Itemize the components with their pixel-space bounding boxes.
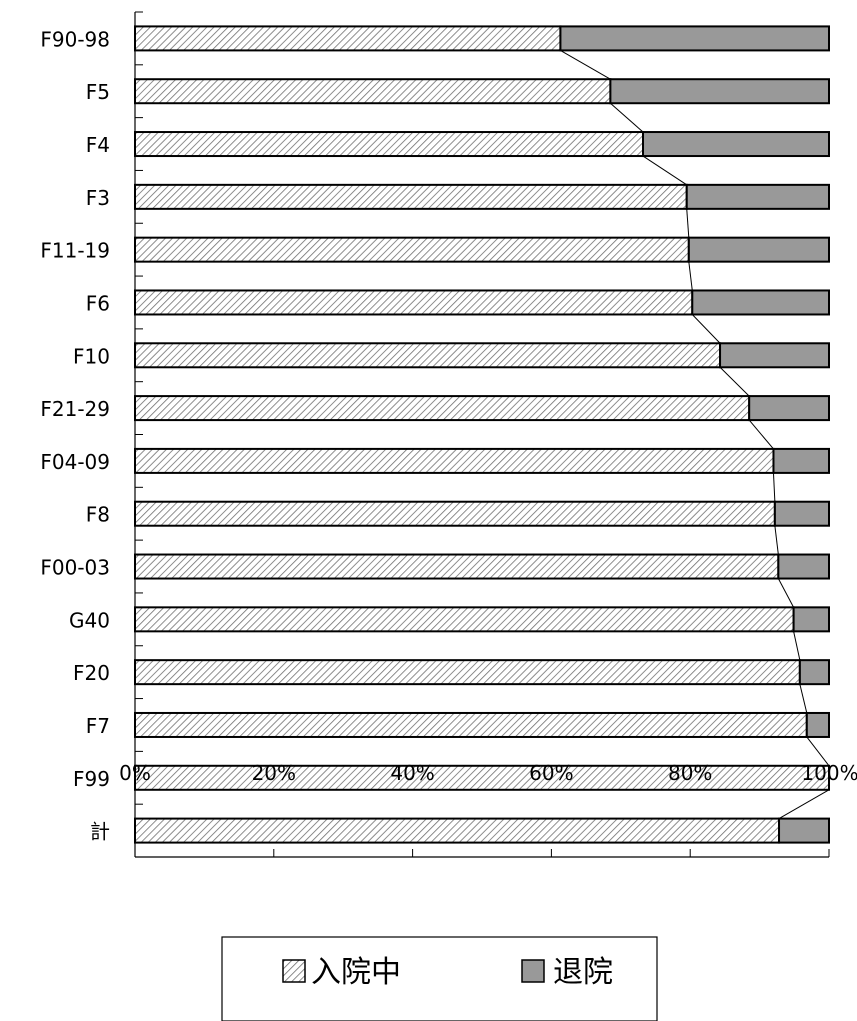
series-connector-line <box>777 578 795 608</box>
bar-segment-series-1 <box>134 711 808 738</box>
series-connector-line <box>610 102 644 133</box>
series-connector-line <box>772 472 776 502</box>
category-label: F21-29 <box>40 397 110 421</box>
category-label: G40 <box>69 608 110 632</box>
category-labels: F90-98 F5 F4 F3 F11-19 F6 F10 F21-29 F04-09 F8 F00… <box>40 27 110 843</box>
category-label: F3 <box>86 186 110 210</box>
x-tick-label: 80% <box>668 761 712 785</box>
series-connector-line <box>560 49 611 80</box>
bar-segment-series-2 <box>748 395 830 422</box>
bar-segment-series-1 <box>134 500 776 527</box>
bar-segment-series-1 <box>134 395 751 422</box>
legend-label-series-2: 退院 <box>553 955 613 990</box>
category-label: F6 <box>86 291 110 315</box>
bar-segment-series-2 <box>778 817 830 844</box>
bar-segment-series-1 <box>134 447 775 474</box>
bar-segment-series-1 <box>134 817 781 844</box>
series-connector-line <box>642 155 688 186</box>
bar-segment-series-2 <box>642 131 830 158</box>
bar-segment-series-1 <box>134 342 722 369</box>
series-connector-line <box>806 736 830 767</box>
series-connector-line <box>778 789 830 820</box>
bar-segment-series-1 <box>134 131 645 158</box>
x-tick-label: 0% <box>119 761 151 785</box>
category-label: F4 <box>86 133 110 157</box>
legend-label-series-1: 入院中 <box>311 955 401 990</box>
bar-segment-series-2 <box>691 289 830 316</box>
category-label: F11-19 <box>40 239 110 263</box>
x-tick-label: 40% <box>390 761 434 785</box>
category-label: F90-98 <box>40 27 110 51</box>
category-label: 計 <box>90 820 110 844</box>
bar-segment-series-2 <box>773 500 830 527</box>
x-tick-label: 20% <box>252 761 296 785</box>
legend-swatch-solid <box>521 959 545 983</box>
series-connector-line <box>748 419 774 450</box>
bar-segment-series-1 <box>134 606 795 633</box>
bar-segment-series-1 <box>134 553 780 580</box>
bar-segment-series-1 <box>134 289 694 316</box>
category-label: F10 <box>73 344 110 368</box>
bar-segment-series-1 <box>134 78 612 105</box>
bar-segment-series-2 <box>777 553 831 580</box>
series-connector-line <box>793 631 801 661</box>
bar-segment-series-1 <box>134 236 690 263</box>
series-connector-line <box>686 208 690 238</box>
x-tick-label: 60% <box>529 761 573 785</box>
category-label: F04-09 <box>40 450 110 474</box>
bar-segment-series-1 <box>134 659 801 686</box>
x-tick-label: 100% <box>801 761 857 785</box>
category-label: F20 <box>73 661 110 685</box>
category-label: F7 <box>86 714 110 738</box>
bar-segment-series-2 <box>719 342 830 369</box>
category-label: F00-03 <box>40 556 110 580</box>
bar-segment-series-1 <box>134 764 830 791</box>
bar-segment-series-2 <box>687 236 831 263</box>
bar-segment-series-2 <box>798 659 830 686</box>
x-tick-labels: 0% 20% 40% 60% 80% 100% <box>119 761 857 785</box>
bar-segment-series-2 <box>685 183 830 210</box>
bar-segment-series-1 <box>134 183 688 210</box>
series-connector-line <box>719 366 750 397</box>
bar-segment-series-2 <box>609 78 831 105</box>
series-connector-line <box>691 314 721 344</box>
legend-swatch-hatched <box>282 959 306 983</box>
series-connector-line <box>688 261 693 291</box>
bar-segment-series-2 <box>792 606 831 633</box>
legend: 入院中 退院 <box>221 936 658 1021</box>
series-connector-line <box>799 684 808 714</box>
category-label: F99 <box>73 767 110 791</box>
category-label: F5 <box>86 80 110 104</box>
bar-segment-series-2 <box>772 447 830 474</box>
bar-segment-series-1 <box>134 25 562 52</box>
series-connector-line <box>774 525 779 555</box>
category-label: F8 <box>86 503 110 527</box>
series-lines <box>560 49 830 820</box>
bar-segment-series-2 <box>805 711 830 738</box>
bars <box>134 25 831 844</box>
bar-segment-series-2 <box>559 25 830 52</box>
